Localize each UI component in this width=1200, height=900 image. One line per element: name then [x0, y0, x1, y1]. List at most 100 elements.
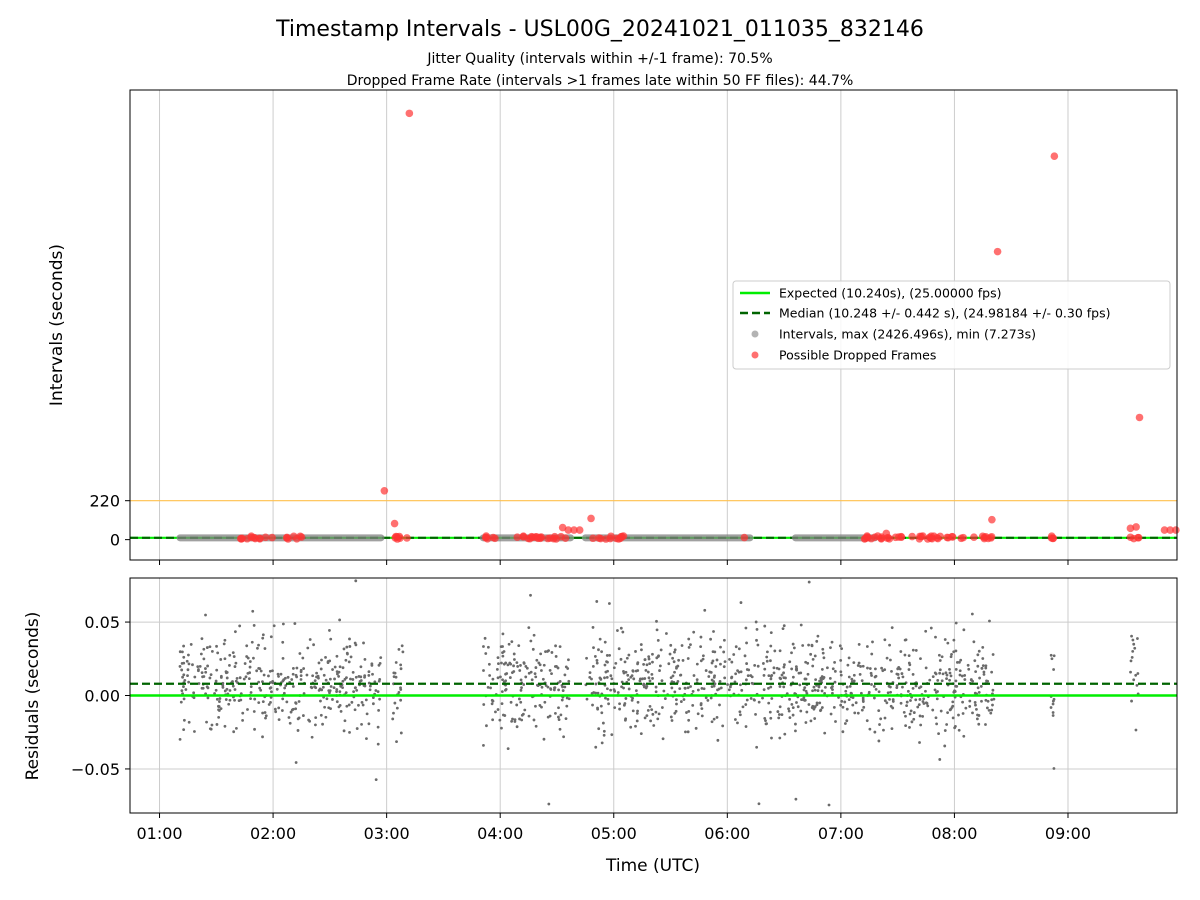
residual-point	[954, 679, 958, 683]
dropped-frame-point	[570, 526, 578, 534]
residual-point	[845, 719, 849, 723]
dropped-frame-point	[238, 534, 246, 543]
residual-point	[889, 658, 892, 662]
residual-point	[609, 674, 613, 678]
residual-point	[491, 677, 495, 681]
residual-point	[367, 681, 371, 685]
residual-point	[907, 668, 911, 671]
residual-point	[484, 652, 488, 655]
dropped-frame-point	[558, 523, 567, 532]
residual-point	[783, 732, 787, 736]
residual-point	[712, 630, 715, 633]
residual-point	[204, 667, 207, 670]
residual-point	[767, 701, 771, 705]
residual-point	[655, 619, 658, 623]
residual-point	[338, 618, 342, 622]
residual-point	[767, 686, 770, 690]
residual-point	[686, 657, 690, 660]
residual-point	[326, 661, 330, 664]
residual-point	[906, 689, 910, 693]
residual-point	[585, 656, 588, 660]
residual-point	[799, 671, 803, 675]
residual-point	[180, 650, 184, 654]
dropped-frame-point	[403, 534, 411, 542]
residual-point	[352, 690, 356, 694]
residual-point	[911, 687, 915, 690]
residual-point	[627, 678, 631, 682]
dropped-frame-point	[282, 534, 291, 542]
residual-point	[298, 652, 302, 655]
residual-point	[290, 708, 294, 712]
residual-point	[603, 640, 607, 644]
residual-point	[823, 685, 827, 689]
residual-point	[968, 705, 972, 708]
residual-point	[715, 715, 719, 719]
residual-point	[856, 711, 860, 715]
residual-point	[496, 708, 500, 711]
residual-point	[210, 723, 214, 727]
residual-point	[645, 684, 649, 688]
residual-point	[938, 758, 942, 761]
residual-point	[745, 641, 748, 645]
residual-point	[187, 720, 191, 724]
residual-point	[638, 679, 642, 683]
residual-point	[790, 651, 793, 655]
residual-point	[890, 626, 894, 630]
residual-point	[679, 673, 682, 677]
residual-point	[869, 671, 873, 675]
residual-point	[843, 722, 847, 725]
residual-point	[809, 719, 813, 723]
residual-point	[925, 701, 929, 705]
residual-point	[529, 670, 533, 674]
residual-point	[974, 703, 977, 707]
residual-point	[1049, 653, 1053, 657]
residual-point	[331, 698, 334, 701]
residual-point	[557, 706, 560, 710]
residual-point	[565, 704, 569, 708]
residual-point	[754, 713, 757, 716]
residual-point	[673, 650, 676, 654]
residual-point	[714, 665, 718, 668]
residual-point	[719, 645, 722, 649]
residual-point	[505, 672, 509, 675]
legend-median-label: Median (10.248 +/- 0.442 s), (24.98184 +…	[779, 306, 1110, 321]
residual-point	[397, 647, 401, 651]
residual-point	[540, 685, 544, 689]
residual-point	[832, 705, 836, 709]
residual-point	[399, 698, 403, 702]
residual-point	[950, 706, 954, 709]
residual-point	[757, 802, 761, 806]
residual-point	[712, 680, 716, 683]
residual-point	[936, 679, 940, 682]
residual-point	[374, 689, 378, 692]
residual-point	[954, 621, 958, 625]
residual-point	[857, 661, 861, 665]
residual-point	[807, 643, 810, 647]
residual-point	[792, 646, 796, 650]
residual-point	[370, 662, 374, 666]
residual-point	[525, 666, 529, 670]
residual-point	[635, 719, 639, 723]
residual-point	[794, 665, 798, 669]
residual-point	[970, 612, 974, 616]
residual-point	[365, 737, 368, 741]
residual-point	[991, 653, 995, 656]
residual-point	[813, 706, 816, 709]
residual-point	[592, 646, 595, 650]
residual-point	[294, 701, 298, 705]
residual-point	[567, 658, 570, 662]
residual-point	[263, 647, 267, 650]
dropped-frame-point	[617, 532, 625, 541]
residual-point	[810, 643, 814, 647]
residual-point	[818, 701, 822, 705]
residual-point	[634, 650, 637, 653]
top-plot-frame	[129, 89, 1178, 561]
residual-point	[291, 685, 295, 688]
residual-point	[256, 646, 259, 650]
residual-point	[910, 720, 914, 724]
residual-point	[716, 738, 720, 742]
residual-point	[829, 646, 832, 650]
residual-point	[715, 658, 719, 662]
residual-point	[339, 710, 343, 713]
bottom-y-tick-label: 0.00	[84, 687, 120, 706]
